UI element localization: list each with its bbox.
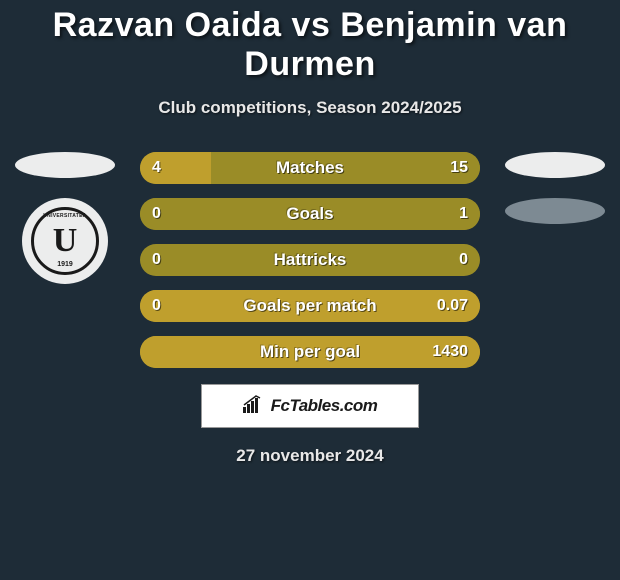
crest-letter: U: [53, 224, 78, 258]
stat-row: 0 Goals 1: [140, 198, 480, 230]
club-crest-inner: UNIVERSITATEA U 1919: [31, 207, 99, 275]
branding-box: FcTables.com: [201, 384, 419, 428]
stat-value-right: 15: [450, 159, 468, 177]
stat-label: Goals: [286, 204, 333, 224]
stat-bar-left-fill: [140, 152, 211, 184]
left-player-column: UNIVERSITATEA U 1919: [10, 152, 120, 284]
stat-value-right: 0.07: [437, 297, 468, 315]
stat-row: 0 Hattricks 0: [140, 244, 480, 276]
chart-icon: [243, 395, 265, 418]
club-crest-left: UNIVERSITATEA U 1919: [22, 198, 108, 284]
stat-label: Goals per match: [243, 296, 376, 316]
stat-row: 4 Matches 15: [140, 152, 480, 184]
crest-top-text: UNIVERSITATEA: [43, 213, 86, 219]
comparison-body: UNIVERSITATEA U 1919 4 Matches 15 0 Goals 1 0 H…: [0, 152, 620, 368]
branding-text: FcTables.com: [271, 396, 378, 416]
stat-label: Hattricks: [274, 250, 347, 270]
stat-bar-right-fill: [211, 152, 480, 184]
stat-value-left: 0: [152, 205, 161, 223]
page-title: Razvan Oaida vs Benjamin van Durmen: [0, 0, 620, 84]
club-right-placeholder: [505, 198, 605, 224]
stat-value-left: 4: [152, 159, 161, 177]
player-left-placeholder: [15, 152, 115, 178]
stat-value-right: 1430: [432, 343, 468, 361]
stat-value-right: 1: [459, 205, 468, 223]
stat-row: 0 Goals per match 0.07: [140, 290, 480, 322]
stat-value-right: 0: [459, 251, 468, 269]
player-right-placeholder: [505, 152, 605, 178]
date-text: 27 november 2024: [0, 446, 620, 466]
stat-value-left: 0: [152, 297, 161, 315]
subtitle: Club competitions, Season 2024/2025: [0, 98, 620, 118]
stat-label: Matches: [276, 158, 344, 178]
stat-value-left: 0: [152, 251, 161, 269]
right-player-column: [500, 152, 610, 224]
stat-row: Min per goal 1430: [140, 336, 480, 368]
stats-bars: 4 Matches 15 0 Goals 1 0 Hattricks 0 0 Goals per m…: [140, 152, 480, 368]
stat-label: Min per goal: [260, 342, 360, 362]
crest-year: 1919: [57, 261, 73, 268]
